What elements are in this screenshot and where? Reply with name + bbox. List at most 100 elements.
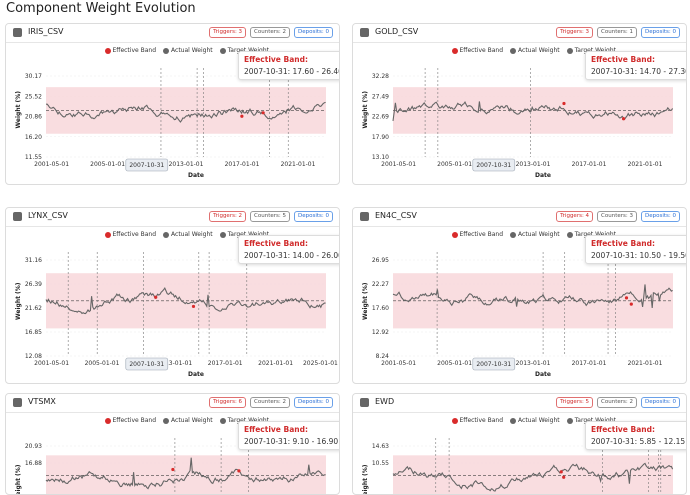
effective-band-tooltip: Effective Band: 2007-10-31: 9.10 - 16.90 <box>238 421 339 450</box>
trigger-point <box>154 295 158 299</box>
hover-date-label: 2007-10-31 <box>476 361 511 368</box>
legend-effective-band[interactable]: Effective Band <box>104 47 156 54</box>
legend-target-weight[interactable]: Target Weight <box>566 231 616 238</box>
x-tick-label: 2017-01-01 <box>572 360 607 367</box>
counters-badge: Counters: 2 <box>597 397 637 408</box>
legend-effective-band[interactable]: Effective Band <box>451 47 503 54</box>
legend-target-weight[interactable]: Target Weight <box>566 417 616 424</box>
y-tick-label: 14.63 <box>372 443 389 450</box>
hover-date-label: 2007-10-31 <box>129 162 164 169</box>
legend-actual-weight[interactable]: Actual Weight <box>163 417 213 424</box>
trigger-point <box>621 117 626 121</box>
card-header: EN4C_CSV Triggers: 4 Counters: 3 Deposit… <box>353 208 686 227</box>
counters-badge: Counters: 1 <box>597 27 637 38</box>
legend-actual-weight[interactable]: Actual Weight <box>510 231 560 238</box>
x-tick-label: 2013-01-01 <box>516 161 551 168</box>
x-tick-label: 2013-01-01 <box>157 360 192 367</box>
legend-effective-band[interactable]: Effective Band <box>451 417 503 424</box>
y-tick-label: 26.39 <box>25 281 42 288</box>
hover-date-indicator <box>472 357 516 371</box>
card-title: EWD <box>375 397 395 406</box>
triggers-badge: Triggers: 6 <box>209 397 247 408</box>
deposits-badge: Deposits: 0 <box>641 211 680 222</box>
chart-card-iris: IRIS_CSV Triggers: 3 Counters: 2 Deposit… <box>5 23 340 185</box>
x-tick-label: 2021-01-01 <box>258 360 293 367</box>
x-tick-label: 2021-01-01 <box>628 360 663 367</box>
trigger-point <box>559 470 563 474</box>
weight-chart[interactable]: 32.28 27.49 22.69 17.90 13.10 Weight (%) 2001-… <box>353 24 686 184</box>
chart-legend: Effective Band Actual Weight Target Weig… <box>104 231 269 238</box>
y-axis-label: Weight (%) <box>362 91 369 129</box>
x-tick-label: 2005-01-01 <box>90 161 125 168</box>
y-axis-label: Weight (%) <box>15 282 22 320</box>
x-tick-label: 2017-01-01 <box>208 360 243 367</box>
card-header: EWD Triggers: 5 Counters: 2 Deposits: 0 <box>353 394 686 413</box>
y-tick-label: 17.90 <box>372 134 389 141</box>
trigger-point <box>562 101 566 106</box>
weight-chart[interactable]: 30.17 25.52 20.86 16.20 11.55 Weight (%) 2001-… <box>6 24 339 184</box>
x-axis-label: Date <box>188 172 204 179</box>
x-tick-label: 2013-01-01 <box>516 360 551 367</box>
legend-effective-band[interactable]: Effective Band <box>104 417 156 424</box>
counters-badge: Counters: 2 <box>250 27 290 38</box>
x-tick-label: 2001-05-01 <box>381 161 416 168</box>
y-tick-label: 17.60 <box>372 305 389 312</box>
x-tick-label: 2025-01-01 <box>303 360 338 367</box>
trigger-point <box>237 469 241 473</box>
chart-card-gold: GOLD_CSV Triggers: 3 Counters: 1 Deposit… <box>352 23 687 185</box>
hover-date-indicator <box>125 158 169 172</box>
trigger-point <box>624 296 629 300</box>
triggers-badge: Triggers: 3 <box>556 27 594 38</box>
actual-weight-line <box>392 284 673 308</box>
deposits-badge: Deposits: 0 <box>294 27 333 38</box>
chart-legend: Effective Band Actual Weight Target Weig… <box>451 231 616 238</box>
chart-card-ewd: EWD Triggers: 5 Counters: 2 Deposits: 0 … <box>352 393 687 495</box>
y-axis-label: Weight (%) <box>362 282 369 320</box>
card-title: EN4C_CSV <box>375 211 417 220</box>
counters-badge: Counters: 5 <box>250 211 290 222</box>
card-header: LYNX_CSV Triggers: 2 Counters: 5 Deposit… <box>6 208 339 227</box>
x-tick-label: 2021-01-01 <box>281 161 316 168</box>
weight-chart[interactable]: 31.16 26.39 21.62 16.85 12.08 Weight (%) 2001-… <box>6 208 339 383</box>
card-header: GOLD_CSV Triggers: 3 Counters: 1 Deposit… <box>353 24 686 43</box>
card-header: IRIS_CSV Triggers: 3 Counters: 2 Deposit… <box>6 24 339 43</box>
legend-target-weight[interactable]: Target Weight <box>566 47 616 54</box>
weight-chart[interactable]: 26.95 22.27 17.60 12.92 8.24 Weight (%) 2001-0… <box>353 208 686 383</box>
y-tick-label: 30.17 <box>25 73 42 80</box>
trigger-point <box>629 302 633 306</box>
trigger-point <box>240 114 244 118</box>
chart-legend: Effective Band Actual Weight Target Weig… <box>451 417 616 424</box>
effective-band-tooltip: Effective Band: 2007-10-31: 5.85 - 12.15 <box>585 421 686 450</box>
triggers-badge: Triggers: 4 <box>556 211 594 222</box>
legend-effective-band[interactable]: Effective Band <box>104 231 156 238</box>
legend-actual-weight[interactable]: Actual Weight <box>510 417 560 424</box>
x-tick-label: 2013-01-01 <box>169 161 204 168</box>
card-title: IRIS_CSV <box>28 27 64 36</box>
y-tick-label: 32.28 <box>372 73 389 80</box>
legend-target-weight[interactable]: Target Weight <box>219 417 269 424</box>
actual-weight-line <box>392 462 674 492</box>
deposits-badge: Deposits: 0 <box>641 27 680 38</box>
page-title: Component Weight Evolution <box>6 1 196 16</box>
legend-actual-weight[interactable]: Actual Weight <box>163 231 213 238</box>
legend-actual-weight[interactable]: Actual Weight <box>163 47 213 54</box>
chart-icon <box>360 28 369 37</box>
legend-actual-weight[interactable]: Actual Weight <box>510 47 560 54</box>
legend-target-weight[interactable]: Target Weight <box>219 231 269 238</box>
x-axis-label: Date <box>535 371 551 378</box>
triggers-badge: Triggers: 5 <box>556 397 594 408</box>
legend-target-weight[interactable]: Target Weight <box>219 47 269 54</box>
effective-band-tooltip: Effective Band: 2007-10-31: 10.50 - 19.5… <box>585 235 686 264</box>
chart-icon <box>13 212 22 221</box>
y-tick-label: 26.95 <box>372 257 389 264</box>
y-tick-label: 8.24 <box>376 353 390 360</box>
legend-effective-band[interactable]: Effective Band <box>451 231 503 238</box>
y-tick-label: 16.88 <box>25 460 42 467</box>
chart-icon <box>360 398 369 407</box>
trigger-point <box>171 467 175 472</box>
counters-badge: Counters: 2 <box>250 397 290 408</box>
x-axis-label: Date <box>535 172 551 179</box>
chart-icon <box>360 212 369 221</box>
x-tick-label: 2001-05-01 <box>34 360 69 367</box>
x-tick-label: 2005-01-01 <box>437 161 472 168</box>
